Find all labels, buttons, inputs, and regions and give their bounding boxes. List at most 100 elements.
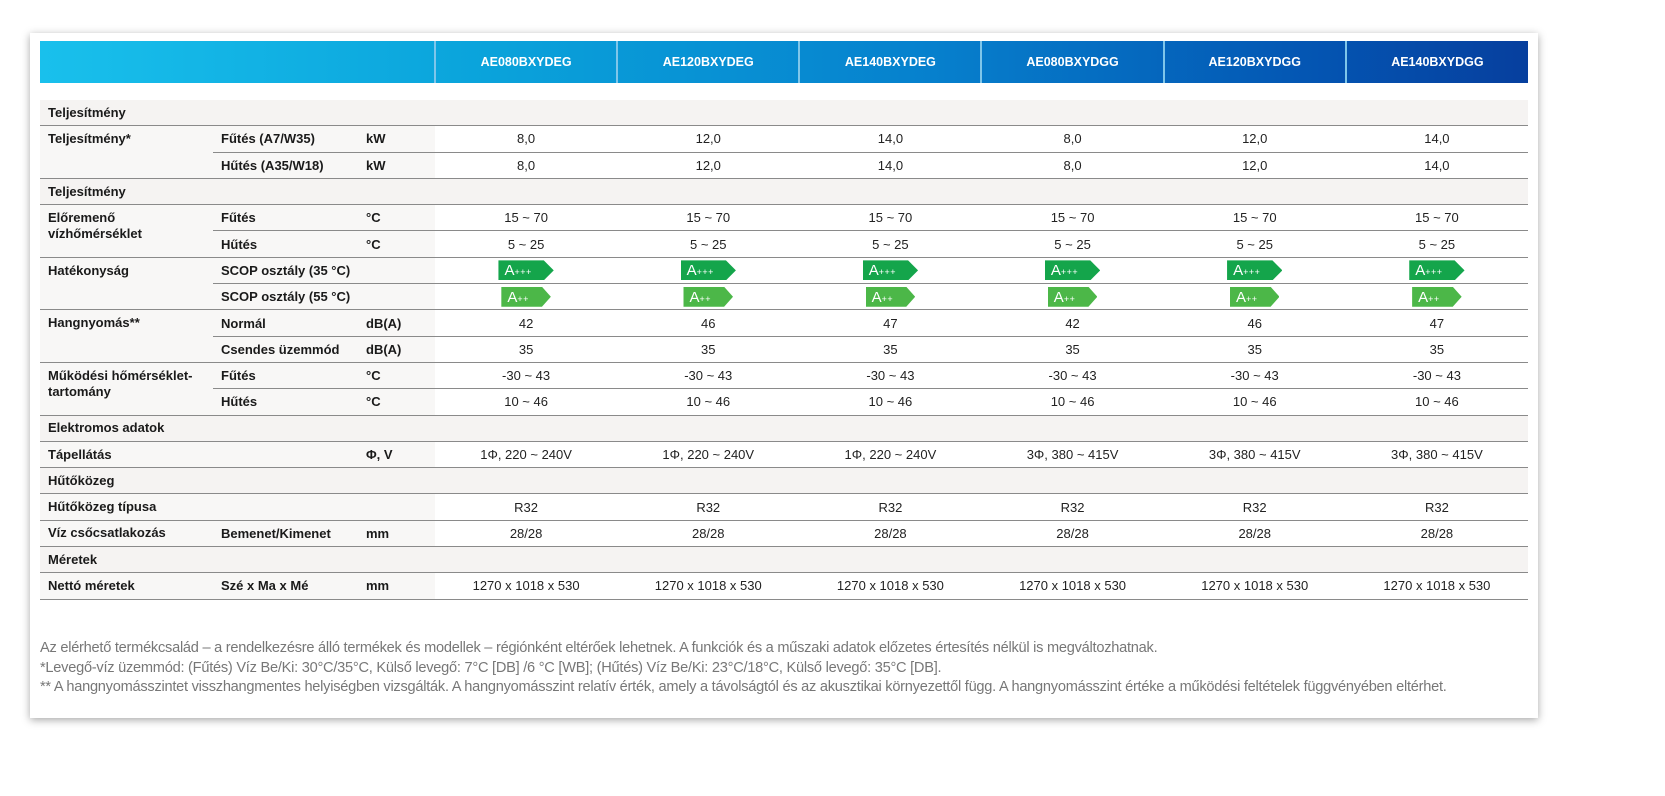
value-cell: 3Φ, 380 ~ 415V	[1345, 441, 1528, 469]
value-cell: 1270 x 1018 x 530	[1163, 572, 1346, 600]
value-cell: A+++	[981, 257, 1164, 285]
row-label: Hangnyomás**	[40, 309, 213, 363]
value-cell: 3Φ, 380 ~ 415V	[1163, 441, 1346, 469]
row-unit: mm	[358, 520, 436, 548]
section-row: Hűtőközeg	[40, 467, 1528, 495]
row-unit: mm	[358, 572, 436, 600]
row-unit	[358, 257, 436, 285]
row-unit: °C	[358, 388, 436, 416]
row-unit: kW	[358, 152, 436, 179]
value-cell: 10 ~ 46	[981, 388, 1164, 416]
row-label: Hűtőközeg típusa	[40, 493, 213, 521]
value-cell: 12,0	[1163, 152, 1346, 179]
value-cell: 28/28	[435, 520, 618, 548]
value-cell: A++	[1345, 283, 1528, 311]
value-cell: 28/28	[799, 520, 982, 548]
row-sublabel: Bemenet/Kimenet	[213, 520, 358, 548]
value-cell: 5 ~ 25	[1345, 230, 1528, 258]
value-cell: 47	[799, 309, 982, 337]
energy-class-badge: A+++	[680, 260, 736, 281]
value-cell: 10 ~ 46	[435, 388, 618, 416]
row-sublabel: Normál	[213, 309, 358, 337]
value-cell: 14,0	[1345, 125, 1528, 153]
value-cell: 15 ~ 70	[1163, 204, 1346, 232]
row-sublabel: Szé x Ma x Mé	[213, 572, 358, 600]
model-header: AE140BXYDEG	[798, 41, 982, 83]
row-label: Víz csőcsatlakozás	[40, 520, 213, 548]
section-title: Elektromos adatok	[40, 415, 1528, 442]
value-cell: 8,0	[981, 152, 1164, 179]
value-cell: 5 ~ 25	[799, 230, 982, 258]
energy-class-badge: A++	[683, 286, 734, 307]
value-cell: 14,0	[1345, 152, 1528, 179]
table-row: Nettó méretek Szé x Ma x Mé mm 1270 x 1018 …	[40, 572, 1528, 600]
value-cell: A++	[799, 283, 982, 311]
value-cell: -30 ~ 43	[981, 362, 1164, 390]
energy-class-badge: A++	[1229, 286, 1280, 307]
footnote: *Levegő-víz üzemmód: (Fűtés) Víz Be/Ki: …	[40, 659, 942, 676]
value-cell: 8,0	[435, 125, 618, 153]
value-cell: 35	[435, 336, 618, 363]
value-cell: 5 ~ 25	[617, 230, 800, 258]
value-cell: 5 ~ 25	[435, 230, 618, 258]
value-cell: 10 ~ 46	[799, 388, 982, 416]
value-cell: 35	[1163, 336, 1346, 363]
value-cell: A+++	[799, 257, 982, 285]
spec-table: AE080BXYDEG AE120BXYDEG AE140BXYDEG AE080BX…	[40, 41, 1528, 600]
section-title: Hűtőközeg	[40, 467, 1528, 495]
value-cell: 1270 x 1018 x 530	[981, 572, 1164, 600]
value-cell: A++	[981, 283, 1164, 311]
value-cell: A+++	[1345, 257, 1528, 285]
row-sublabel: Hűtés	[213, 230, 358, 258]
value-cell: A++	[435, 283, 618, 311]
row-sublabel: Fűtés (A7/W35)	[213, 125, 358, 153]
model-header: AE120BXYDGG	[1162, 41, 1346, 83]
value-cell: 46	[617, 309, 800, 337]
energy-class-badge: A++	[501, 286, 551, 307]
row-unit: dB(A)	[358, 336, 436, 363]
value-cell: 28/28	[981, 520, 1164, 548]
value-cell: -30 ~ 43	[435, 362, 618, 390]
value-cell: A+++	[1163, 257, 1346, 285]
row-sublabel: Csendes üzemmód	[213, 336, 358, 363]
row-label: Előremenő vízhőmérséklet	[40, 204, 213, 258]
section-row: Elektromos adatok	[40, 415, 1528, 442]
row-sublabel	[213, 441, 358, 469]
value-cell: 12,0	[617, 125, 800, 153]
table-row: Előremenő vízhőmérséklet Fűtés °C 15 ~ 70 15…	[40, 204, 1528, 258]
row-label: Teljesítmény*	[40, 125, 213, 179]
value-cell: 5 ~ 25	[1163, 230, 1346, 258]
row-unit	[358, 283, 436, 311]
row-label: Hatékonyság	[40, 257, 213, 311]
row-unit: kW	[358, 125, 436, 153]
value-cell: -30 ~ 43	[617, 362, 800, 390]
table-row: Tápellátás Φ, V 1Φ, 220 ~ 240V 1Φ, 220 ~ 24…	[40, 441, 1528, 469]
energy-class-badge: A+++	[1409, 260, 1465, 281]
energy-class-badge: A++	[865, 286, 916, 307]
value-cell: -30 ~ 43	[1345, 362, 1528, 390]
value-cell: 35	[1345, 336, 1528, 363]
table-row: Teljesítmény* Fűtés (A7/W35) kW 8,0 12,0 14,0…	[40, 125, 1528, 179]
table-row: Víz csőcsatlakozás Bemenet/Kimenet mm 28/28…	[40, 520, 1528, 548]
value-cell: 42	[981, 309, 1164, 337]
row-sublabel	[213, 493, 358, 521]
value-cell: A++	[617, 283, 800, 311]
value-cell: 15 ~ 70	[799, 204, 982, 232]
energy-class-badge: A+++	[862, 260, 919, 281]
row-sublabel: Hűtés	[213, 388, 358, 416]
table-row: Hűtés (A35/W18) kW 8,0 12,0 14,0 8,0 12,0 14,0	[40, 152, 1528, 179]
value-cell: R32	[1163, 493, 1346, 521]
table-row: Csendes üzemmód dB(A) 35 35 35 35 35 35	[40, 336, 1528, 363]
value-cell: 10 ~ 46	[617, 388, 800, 416]
value-cell: 1Φ, 220 ~ 240V	[435, 441, 618, 469]
header-gap	[40, 83, 1528, 100]
value-cell: 15 ~ 70	[981, 204, 1164, 232]
footnotes: Az elérhető termékcsalád – a rendelkezés…	[40, 639, 1535, 698]
row-sublabel: Hűtés (A35/W18)	[213, 152, 358, 179]
value-cell: 3Φ, 380 ~ 415V	[981, 441, 1164, 469]
value-cell: 8,0	[435, 152, 618, 179]
section-row: Teljesítmény	[40, 100, 1528, 127]
value-cell: 1270 x 1018 x 530	[1345, 572, 1528, 600]
energy-class-badge: A+++	[498, 260, 554, 281]
value-cell: A++	[1163, 283, 1346, 311]
